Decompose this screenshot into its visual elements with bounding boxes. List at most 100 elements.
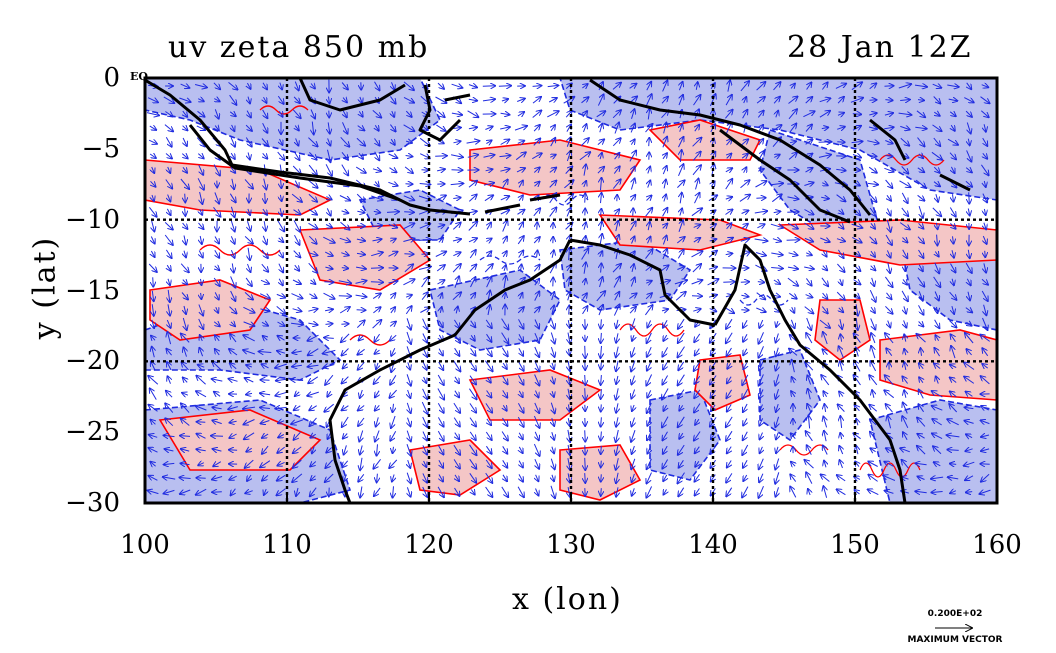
wind-vector — [375, 125, 378, 130]
wind-vector — [740, 239, 749, 242]
wind-vector — [516, 168, 525, 172]
wind-vector — [468, 85, 477, 88]
wind-vector — [918, 305, 924, 314]
wind-vector — [294, 151, 300, 160]
wind-vector — [680, 150, 681, 162]
wind-vector — [680, 124, 683, 132]
wind-vector — [453, 141, 461, 143]
wind-vector — [325, 324, 333, 325]
wind-vector — [151, 180, 156, 186]
wind-vector — [292, 165, 301, 174]
wind-vector — [500, 113, 510, 114]
wind-vector — [152, 194, 154, 201]
wind-vector — [756, 308, 765, 312]
wind-vector — [468, 238, 477, 242]
wind-vector — [215, 236, 219, 244]
wind-vector — [937, 306, 938, 313]
wind-vector — [601, 474, 602, 481]
wind-vector — [980, 110, 988, 117]
wind-vector — [372, 320, 382, 329]
wind-vector — [404, 264, 413, 273]
wind-vector — [340, 221, 350, 229]
wind-vector — [146, 113, 159, 116]
wind-vector — [597, 167, 604, 174]
wind-vector — [633, 208, 634, 216]
wind-vector — [355, 281, 367, 284]
wind-vector — [213, 164, 220, 176]
wind-vector — [323, 292, 335, 299]
wind-vector — [664, 123, 667, 134]
wind-vector — [821, 83, 827, 90]
wind-vector — [231, 206, 234, 217]
wind-vector — [869, 113, 876, 115]
wind-vector — [898, 84, 911, 89]
wind-vector — [615, 235, 619, 246]
wind-vector — [518, 319, 524, 328]
wind-vector — [756, 292, 766, 300]
wind-vector — [164, 124, 173, 132]
wind-vector — [183, 137, 187, 146]
wind-vector — [900, 137, 909, 145]
wind-vector — [585, 430, 586, 441]
wind-vector — [564, 194, 573, 203]
wind-vector — [360, 96, 362, 103]
wind-vector — [279, 238, 284, 242]
wind-vector — [904, 306, 906, 313]
wind-vector — [662, 208, 668, 217]
wind-vector — [725, 123, 731, 134]
wind-vector — [537, 222, 538, 230]
wind-vector — [152, 319, 154, 328]
wind-vector — [837, 142, 844, 143]
wind-vector — [932, 124, 942, 131]
wind-vector — [244, 179, 253, 188]
wind-vector — [403, 279, 414, 286]
wind-vector — [837, 263, 844, 272]
wind-vector — [584, 181, 586, 188]
wind-vector — [452, 292, 461, 301]
wind-vector — [597, 94, 603, 106]
wind-vector — [727, 223, 732, 230]
wind-vector — [263, 235, 266, 244]
wind-vector — [168, 194, 171, 202]
wind-vector — [744, 97, 747, 104]
wind-vector — [679, 82, 682, 91]
wind-vector — [867, 183, 878, 184]
wind-vector — [851, 224, 863, 228]
wind-vector — [440, 293, 442, 299]
wind-vector — [309, 294, 316, 298]
wind-vector — [725, 168, 732, 172]
wind-vector — [563, 97, 575, 104]
wind-vector — [612, 264, 621, 273]
wind-vector — [468, 99, 477, 100]
wind-vector — [836, 239, 845, 242]
wind-vector — [276, 306, 286, 313]
wind-vector — [983, 193, 987, 203]
wind-vector — [537, 251, 538, 258]
wind-vector — [692, 152, 700, 161]
wind-vector — [279, 250, 283, 258]
wind-vector — [323, 236, 334, 243]
wind-vector — [901, 166, 909, 173]
wind-vector — [821, 127, 828, 128]
wind-vector — [392, 82, 395, 89]
wind-vector — [835, 84, 846, 89]
wind-vector — [580, 138, 589, 147]
wind-vector — [740, 282, 749, 283]
wind-vector — [308, 222, 318, 228]
wind-vector — [552, 319, 555, 328]
wind-vector — [645, 293, 652, 300]
wind-vector — [389, 168, 397, 173]
wind-vector — [884, 127, 893, 129]
wind-vector — [772, 125, 782, 132]
wind-vector — [871, 223, 875, 228]
wind-vector — [772, 239, 781, 242]
wind-vector — [231, 322, 235, 326]
wind-vector — [968, 249, 969, 258]
wind-vector — [757, 282, 764, 283]
wind-vector — [851, 141, 863, 142]
wind-vector — [632, 264, 634, 273]
wind-vector — [486, 277, 492, 288]
wind-vector — [805, 278, 811, 285]
wind-vector — [435, 252, 446, 257]
wind-vector — [983, 153, 987, 158]
